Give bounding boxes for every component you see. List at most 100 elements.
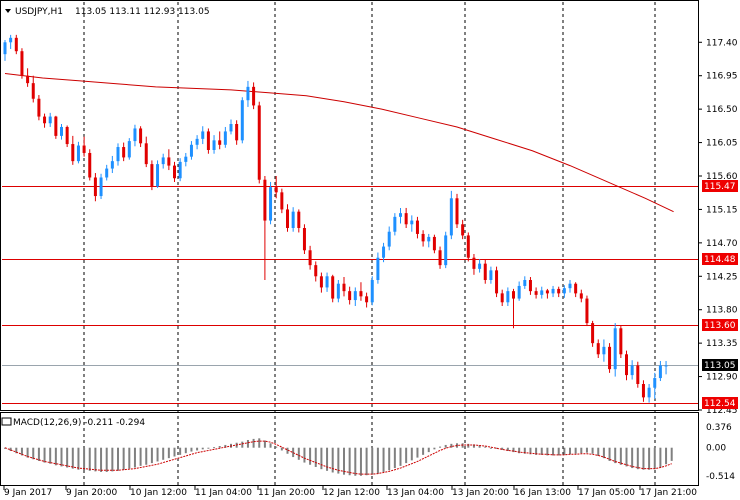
candle [432,234,436,254]
candle-body [399,213,402,217]
candle [591,320,595,347]
candle [336,280,340,303]
macd-bar [410,447,413,461]
macd-bar [20,447,23,456]
price-badge: 115.47 [702,180,738,192]
macd-bar [625,447,628,467]
candle [297,209,301,233]
candle [167,149,171,171]
candle [156,160,160,188]
candle-body [297,211,301,228]
candle-body [48,116,52,124]
candle-body [348,291,352,301]
candle-body [20,51,24,76]
candle [483,259,487,284]
badge-label: 113.60 [704,321,736,331]
candle-body [483,263,487,280]
candle-body [421,233,425,242]
candle-body [280,192,284,210]
candle [427,233,431,248]
candle-body [359,291,363,297]
candle-body [246,86,250,101]
macd-bar [275,446,278,448]
time-tick-label: 17 Jan 21:00 [640,488,697,498]
macd-scale-label: -0.514 [706,472,735,482]
macd-bar [653,447,656,470]
candle [602,339,606,362]
candle [664,360,668,375]
macd-bar [88,447,91,471]
candle [348,286,352,305]
candle-body [415,220,419,234]
ohlc-readout: 113.05 113.11 112.93 113.05 [75,7,210,17]
macd-bar [631,447,634,469]
macd-pane-border [0,412,699,486]
macd-bar [348,447,351,476]
macd-bar [4,447,6,449]
time-tick-label: 10 Jan 12:00 [130,488,187,498]
macd-bar [269,443,272,448]
candle-body [133,128,137,142]
candle [93,173,97,202]
candle-body [116,147,120,162]
price-tick-label: 115.15 [706,205,738,215]
candle-body [223,131,227,145]
macd-bar [252,438,255,448]
macd-bar [619,447,622,465]
candle [399,207,402,224]
candle-body [641,384,645,398]
price-tick-label: 116.95 [706,72,738,82]
candle [26,68,30,87]
candle [404,207,408,228]
time-axis: 9 Jan 2017 9 Jan 20:00 10 Jan 12:00 11 Jan … [3,486,697,498]
macd-scale-label: 0.376 [706,423,732,433]
candle-body [664,365,668,367]
candle-body [161,157,165,165]
candle-body [127,141,131,158]
candle [139,126,143,148]
dropdown-arrow-icon[interactable] [5,9,11,13]
macd-bar [117,447,119,471]
macd-bar [574,447,577,454]
candle-body [568,283,572,289]
candle-body [336,283,340,299]
candle [105,164,109,181]
macd-bar [133,447,136,468]
candle-body [534,291,538,295]
candle-body [393,216,397,232]
time-tick-label: 17 Jan 05:00 [578,488,635,498]
price-tick-label: 115.60 [706,172,738,182]
candle-body [630,365,634,376]
candle-body [517,285,521,299]
candle [195,135,199,150]
candle [342,277,346,297]
candle [184,152,188,167]
price-tick-label: 117.40 [706,38,738,48]
macd-bar [337,447,340,474]
candle-body [99,177,103,197]
chart-header[interactable]: USDJPY,H1 113.05 113.11 112.93 113.05 [5,7,210,17]
candle-body [314,265,318,277]
candle [461,219,465,240]
candle [122,142,126,162]
candle [20,48,24,79]
candle [257,101,261,184]
candle [365,292,369,308]
candle [449,190,453,240]
macd-bar [60,447,63,467]
candle [534,287,538,299]
macd-bar [320,447,323,470]
macd-bar [167,447,170,459]
candle [574,282,578,298]
macd-bar [484,446,487,448]
macd-bar [26,447,29,458]
macd-bar [478,445,481,448]
candle-body [404,213,408,225]
macd-indicator [4,438,673,476]
candle-body [512,291,515,299]
candle [376,252,380,284]
macd-bar [77,447,80,470]
candle-body [613,328,617,370]
candle [212,135,216,154]
macd-bar [218,446,221,448]
